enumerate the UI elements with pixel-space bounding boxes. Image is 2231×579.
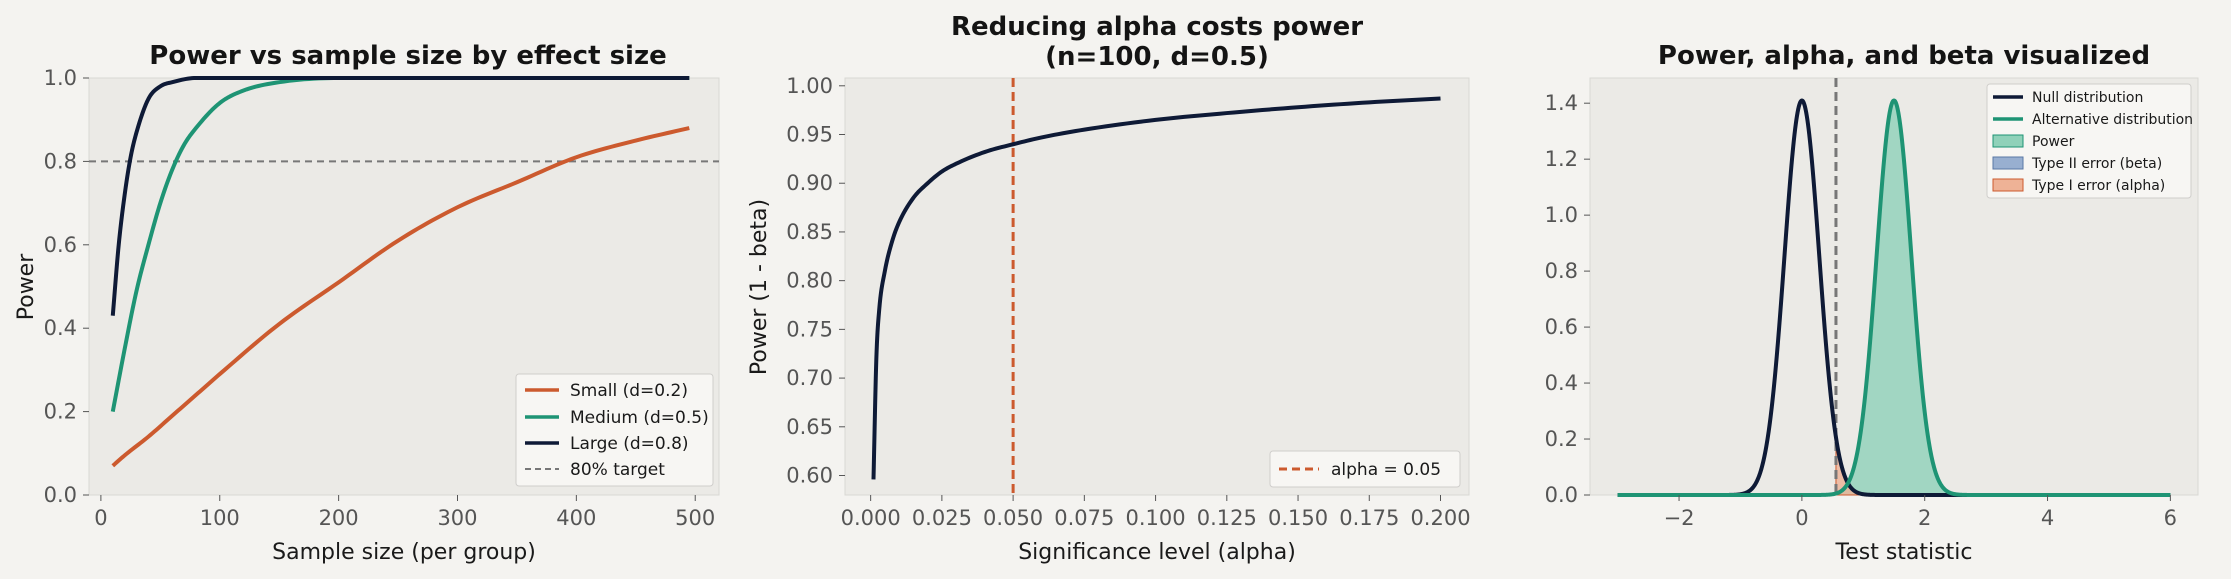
panel3-title: Power, alpha, and beta visualized	[1658, 41, 2150, 71]
panel-alpha-vs-power: Reducing alpha costs power (n=100, d=0.5…	[747, 12, 1471, 565]
panel1-ytick-label: 0.4	[44, 316, 77, 340]
panel3-ytick-label: 0.4	[1545, 371, 1578, 395]
panel2-series	[871, 96, 1441, 480]
panel1-legend-box	[515, 373, 714, 487]
panel1-xtick-label: 300	[437, 506, 477, 530]
legend-alpha-label: alpha = 0.05	[1331, 460, 1441, 480]
legend-power-swatch	[1992, 134, 2024, 148]
panel-power-alpha-beta: Power, alpha, and beta visualized −2 0 2 4 6…	[1545, 41, 2199, 565]
power-vs-alpha-line	[871, 96, 1441, 480]
panel2-ytick-label: 0.65	[786, 415, 833, 439]
panel3-ytick-label: 0.8	[1545, 259, 1578, 283]
panel1-ytick-label: 1.0	[44, 66, 77, 90]
panel3-ytick-label: 0.0	[1545, 483, 1578, 507]
small-effect-line	[111, 126, 690, 468]
legend-alt-label: Alternative distribution	[2032, 112, 2193, 128]
panel1-y-axis-label: Power	[14, 253, 39, 320]
panel2-ytick-label: 0.85	[786, 220, 833, 244]
legend-null-label: Null distribution	[2032, 90, 2143, 106]
panel2-ytick-label: 0.70	[786, 366, 833, 390]
legend-medium-label: Medium (d=0.5)	[570, 408, 709, 428]
panel1-series	[110, 76, 690, 468]
panel2-xtick-label: 0.075	[1054, 506, 1114, 530]
panel3-ytick-label: 0.6	[1545, 315, 1578, 339]
panel1-xtick-label: 500	[675, 506, 715, 530]
panel1-y-ticks: 0.0 0.2 0.4 0.6 0.8 1.0	[44, 66, 89, 507]
panel2-xtick-label: 0.175	[1339, 506, 1399, 530]
panel2-ytick-label: 0.90	[786, 171, 833, 195]
panel1-title: Power vs sample size by effect size	[149, 41, 666, 71]
panel2-ytick-label: 0.60	[786, 464, 833, 488]
panel1-ytick-label: 0.6	[44, 233, 77, 257]
panel3-legend-box	[1986, 83, 2192, 199]
panel2-plot-area	[844, 77, 1470, 496]
panel2-y-ticks: 0.60 0.65 0.70 0.75 0.80 0.85 0.90 0.95 1.00	[786, 74, 845, 488]
panel2-xtick-label: 0.025	[912, 506, 972, 530]
panel2-xtick-label: 0.100	[1126, 506, 1186, 530]
panel1-x-ticks: 0 100 200 300 400 500	[94, 495, 715, 530]
panel2-ytick-label: 1.00	[786, 74, 833, 98]
panel1-xtick-label: 200	[319, 506, 359, 530]
panel3-ytick-label: 1.4	[1545, 91, 1578, 115]
panel2-y-axis-label: Power (1 - beta)	[747, 199, 772, 375]
panel2-x-ticks: 0.000 0.025 0.050 0.075 0.100 0.125 0.150 0.175…	[841, 495, 1471, 530]
panel1-xtick-label: 100	[200, 506, 240, 530]
panel2-x-axis-label: Significance level (alpha)	[1018, 540, 1296, 565]
panel2-xtick-label: 0.150	[1268, 506, 1328, 530]
panel3-xtick-label: 4	[2041, 506, 2054, 530]
panel2-legend: alpha = 0.05	[1269, 450, 1461, 488]
panel3-xtick-label: 0	[1795, 506, 1808, 530]
panel3-xtick-label: −2	[1664, 506, 1695, 530]
panel3-ytick-label: 1.0	[1545, 203, 1578, 227]
panel2-xtick-label: 0.000	[841, 506, 901, 530]
panel3-y-ticks: 0.0 0.2 0.4 0.6 0.8 1.0 1.2 1.4	[1545, 91, 1590, 507]
large-effect-line	[110, 76, 690, 316]
legend-small-label: Small (d=0.2)	[570, 381, 688, 401]
panel2-title-line2: (n=100, d=0.5)	[1045, 42, 1269, 72]
panel1-ytick-label: 0.8	[44, 149, 77, 173]
panel1-ytick-label: 0.0	[44, 483, 77, 507]
panel2-xtick-label: 0.125	[1197, 506, 1257, 530]
panel3-legend: Null distribution Alternative distributi…	[1986, 83, 2193, 199]
panel1-legend: Small (d=0.2) Medium (d=0.5) Large (d=0.…	[515, 373, 714, 487]
panel2-title-line1: Reducing alpha costs power	[951, 12, 1363, 42]
legend-target-label: 80% target	[570, 460, 665, 480]
panel2-legend-box	[1269, 450, 1461, 488]
panel3-x-ticks: −2 0 2 4 6	[1664, 495, 2177, 530]
panel2-ytick-label: 0.95	[786, 123, 833, 147]
panel3-series	[1616, 98, 2172, 497]
panel2-xtick-label: 0.050	[983, 506, 1043, 530]
panel2-xtick-label: 0.200	[1410, 506, 1470, 530]
panel3-ytick-label: 0.2	[1545, 427, 1578, 451]
panel2-ytick-label: 0.75	[786, 317, 833, 341]
panel3-xtick-label: 2	[1918, 506, 1931, 530]
panel3-x-axis-label: Test statistic	[1835, 540, 1973, 565]
panel1-ytick-label: 0.2	[44, 400, 77, 424]
legend-beta-swatch	[1992, 156, 2024, 170]
legend-beta-label: Type II error (beta)	[2031, 156, 2162, 172]
legend-power-label: Power	[2032, 134, 2075, 150]
panel1-x-axis-label: Sample size (per group)	[272, 540, 536, 565]
panel1-xtick-label: 0	[94, 506, 107, 530]
panel3-xtick-label: 6	[2164, 506, 2177, 530]
panel3-ytick-label: 1.2	[1545, 147, 1578, 171]
panel2-ytick-label: 0.80	[786, 269, 833, 293]
alternative-distribution-curve	[1616, 98, 2172, 497]
legend-alpha-region-swatch	[1992, 178, 2024, 192]
panel1-xtick-label: 400	[556, 506, 596, 530]
legend-large-label: Large (d=0.8)	[570, 434, 689, 454]
legend-alpha-region-label: Type I error (alpha)	[2031, 178, 2165, 194]
panel-power-vs-sample-size: Power vs sample size by effect size 0 100…	[14, 41, 720, 565]
